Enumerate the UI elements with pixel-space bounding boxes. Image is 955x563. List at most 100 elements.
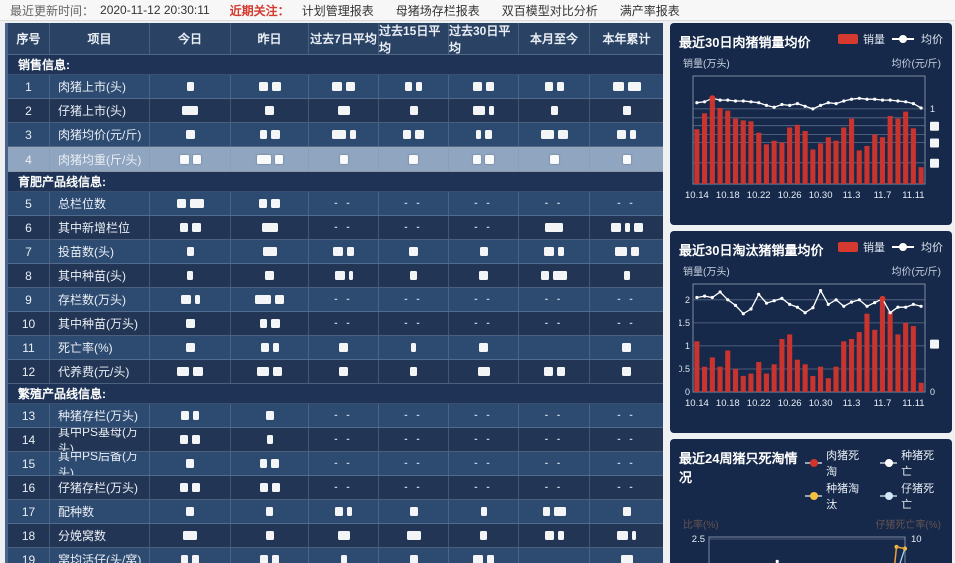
cell: - - (519, 288, 590, 311)
legend-label: 种猪死亡 (901, 450, 935, 478)
section-row: 销售信息: (8, 55, 663, 75)
row-label: 存栏数(万头) (50, 288, 150, 311)
row-index: 14 (8, 428, 50, 451)
redacted-value-block (191, 223, 201, 232)
row-label: 投苗数(头) (50, 240, 150, 263)
cell (379, 240, 449, 263)
cell: - - (309, 428, 379, 451)
redacted-value-block (259, 483, 268, 492)
cell: - - (519, 192, 590, 215)
chart-title: 最近30日肉猪销量均价 (679, 35, 811, 50)
row-label: 肉猪上市(头) (50, 75, 150, 98)
row-label: 总栏位数 (50, 192, 150, 215)
cell (150, 524, 231, 547)
redacted-value-block (633, 223, 643, 232)
meat-pig-death-legend-icon (805, 459, 823, 467)
no-data-dashes: - - (474, 458, 493, 469)
table-row[interactable]: 3 肉猪均价(元/斤) (8, 123, 663, 147)
update-time-value: 2020-11-12 20:30:11 (100, 3, 210, 17)
redacted-value-block (339, 367, 348, 376)
chart-title: 最近30日淘汰猪销量均价 (679, 243, 824, 258)
no-data-dashes: - - (544, 318, 564, 329)
cell (231, 476, 309, 499)
topbar-link-sow-farm-report[interactable]: 母猪场存栏报表 (395, 3, 480, 18)
cell (150, 192, 231, 215)
svg-text:0: 0 (930, 387, 935, 397)
table-row[interactable]: 7 投苗数(头) (8, 240, 663, 264)
no-data-dashes: - - (334, 198, 353, 209)
chart-card-header: 最近30日肉猪销量均价 销量 均价 (679, 31, 943, 51)
no-data-dashes: - - (544, 198, 564, 209)
table-row[interactable]: 16 仔猪存栏(万头) - - - - - - - - - - (8, 476, 663, 500)
redacted-value-block (480, 507, 487, 516)
no-data-dashes: - - (474, 222, 493, 233)
redacted-value-block (416, 82, 422, 91)
death-cull-line-svg: 2.521.51086 (692, 534, 922, 563)
table-row[interactable]: 5 总栏位数 - - - - - - - - - - (8, 192, 663, 216)
cell: - - (379, 452, 449, 475)
cell (231, 75, 309, 98)
svg-text:10.14: 10.14 (685, 190, 709, 201)
sales-bar-legend-swatch (838, 242, 858, 252)
cell (150, 500, 231, 523)
redacted-value-block (270, 130, 280, 139)
redacted-value-block (194, 295, 200, 304)
section-row: 育肥产品线信息: (8, 172, 663, 192)
table-row[interactable]: 13 种猪存栏(万头) - - - - - - - - - - (8, 404, 663, 428)
table-row[interactable]: 11 死亡率(%) (8, 336, 663, 360)
redacted-value-block (181, 411, 189, 420)
table-row[interactable]: 4 肉猪均重(斤/头) (8, 147, 663, 172)
table-row[interactable]: 19 窝均活仔(头/窝) (8, 548, 663, 563)
redacted-value-block (266, 507, 273, 516)
table-row[interactable]: 17 配种数 (8, 500, 663, 524)
redacted-value-block (189, 199, 204, 208)
cell (150, 148, 231, 171)
redacted-value-block (185, 319, 195, 328)
cell (519, 99, 590, 122)
table-row[interactable]: 9 存栏数(万头) - - - - - - - - - - (8, 288, 663, 312)
no-data-dashes: - - (617, 458, 636, 469)
table-row[interactable]: 2 仔猪上市(头) (8, 99, 663, 123)
cell (379, 264, 449, 287)
redacted-value-block (258, 82, 268, 91)
redacted-value-block (275, 295, 284, 304)
topbar-link-capacity-report[interactable]: 满产率报表 (619, 3, 680, 18)
redacted-value-block (612, 82, 624, 91)
topbar-link-model-compare[interactable]: 双百模型对比分析 (501, 3, 598, 18)
row-index: 18 (8, 524, 50, 547)
report-table: 序号 项目 今日 昨日 过去7日平均 过去15日平均 过去30日平均 本月至今 本年累计 销售信息… (5, 23, 663, 563)
cell (519, 548, 590, 563)
table-row[interactable]: 6 其中新增栏位 - - - - - - (8, 216, 663, 240)
column-header: 过去7日平均 (309, 23, 379, 54)
redacted-value-block (409, 106, 418, 115)
redacted-value-block (409, 155, 418, 164)
redacted-value-block (557, 130, 568, 139)
redacted-value-block (260, 459, 267, 468)
table-row[interactable]: 18 分娩窝数 (8, 524, 663, 548)
right-axis-label: 均价(元/斤) (891, 267, 941, 278)
redacted-value-block (477, 367, 490, 376)
no-data-dashes: - - (334, 318, 353, 329)
topbar-link-plan-report[interactable]: 计划管理报表 (301, 3, 374, 18)
table-row[interactable]: 10 其中种苗(万头) - - - - - - - - - - (8, 312, 663, 336)
table-row[interactable]: 15 其中PS后备(万头) - - - - - - - - - - (8, 452, 663, 476)
table-row[interactable]: 12 代养费(元/头) (8, 360, 663, 384)
table-row[interactable]: 14 其中PS基母(万头) - - - - - - - - - - (8, 428, 663, 452)
table-row[interactable]: 1 肉猪上市(头) (8, 75, 663, 99)
cell: - - (449, 216, 519, 239)
no-data-dashes: - - (334, 294, 353, 305)
cell (519, 216, 590, 239)
cell (590, 500, 663, 523)
redacted-value-block (620, 555, 633, 563)
table-row[interactable]: 8 其中种苗(头) (8, 264, 663, 288)
cell (519, 75, 590, 98)
cell (379, 75, 449, 98)
breeder-cull-legend-icon (805, 492, 823, 500)
cell (231, 123, 309, 146)
redacted-value-block (272, 555, 279, 563)
cell (150, 99, 231, 122)
no-data-dashes: - - (334, 482, 353, 493)
redacted-value-block (409, 507, 418, 516)
redacted-value-block (556, 82, 564, 91)
